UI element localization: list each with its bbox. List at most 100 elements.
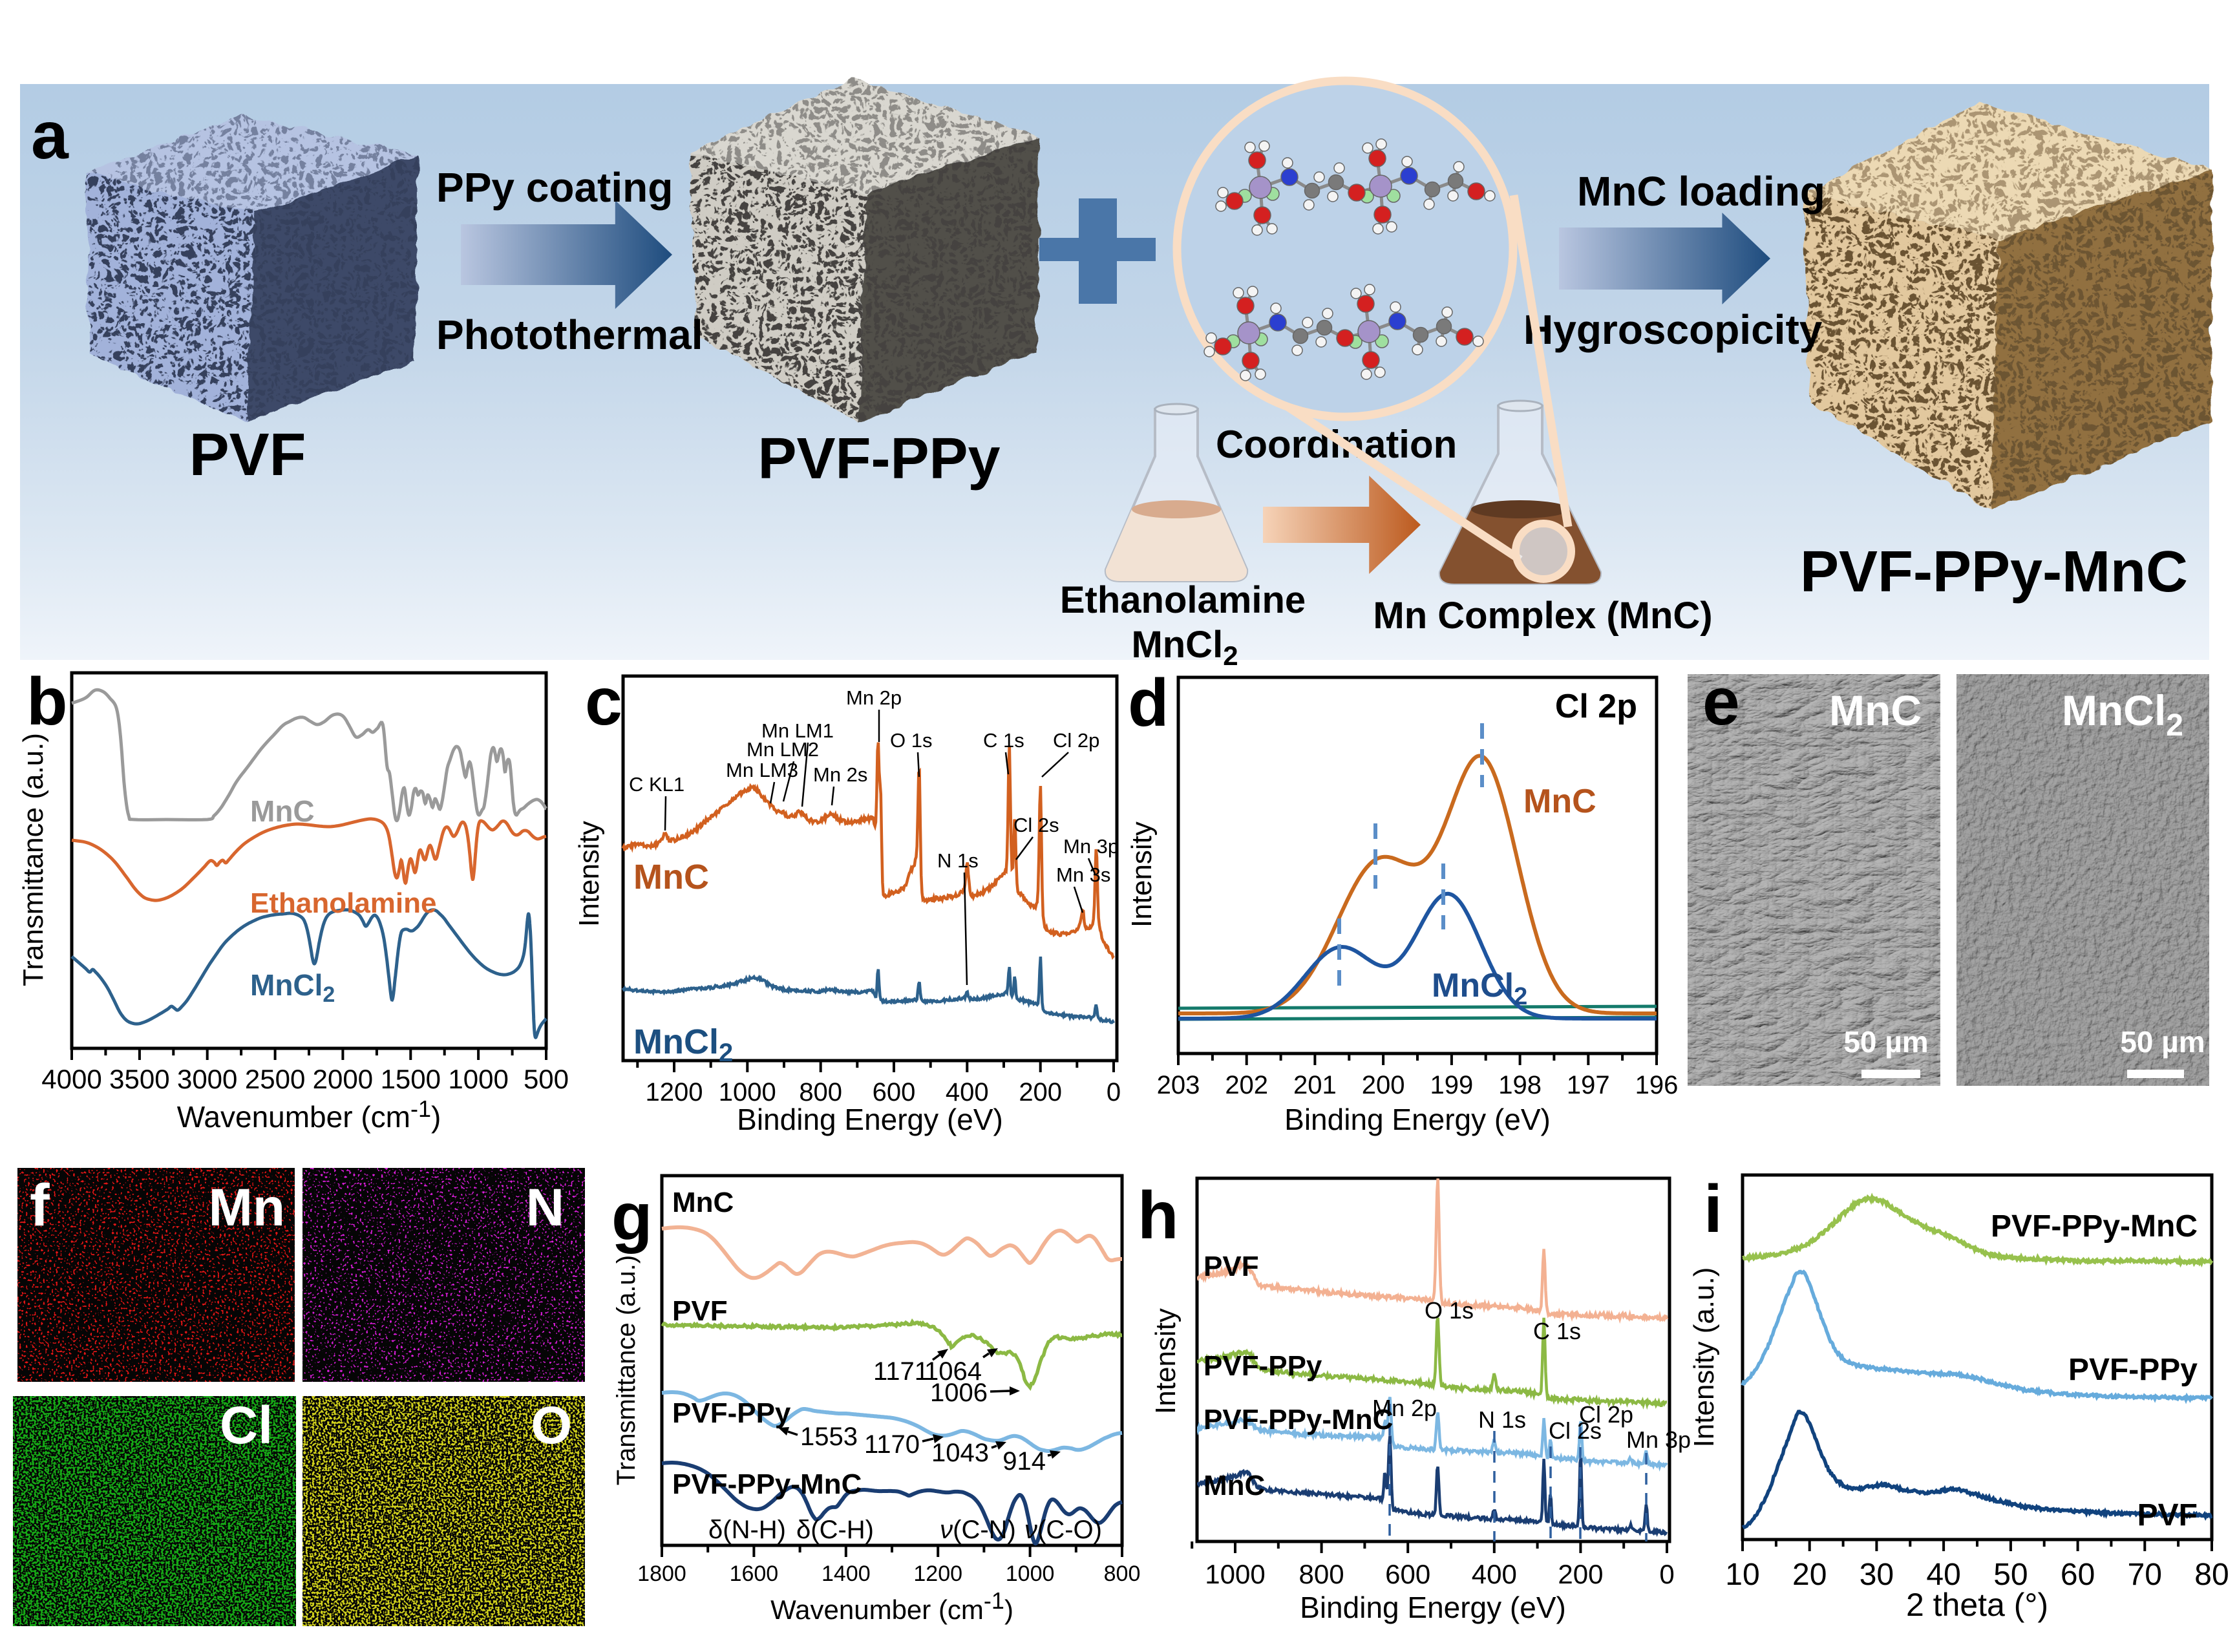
svg-text:400: 400	[946, 1078, 989, 1107]
svg-text:PVF-PPy-MnC: PVF-PPy-MnC	[1991, 1209, 2198, 1244]
svg-text:d: d	[1128, 666, 1169, 741]
svg-text:1171: 1171	[873, 1357, 929, 1386]
svg-text:Mn Complex (MnC): Mn Complex (MnC)	[1373, 595, 1712, 637]
svg-text:Intensity: Intensity	[1126, 821, 1158, 927]
svg-text:50 µm: 50 µm	[2120, 1025, 2205, 1059]
svg-text:199: 199	[1430, 1071, 1474, 1099]
svg-text:MnCl2: MnCl2	[2062, 686, 2183, 743]
svg-text:50 µm: 50 µm	[1843, 1025, 1928, 1059]
svg-text:1043: 1043	[931, 1439, 989, 1467]
svg-text:1200: 1200	[646, 1078, 703, 1107]
svg-text:MnC: MnC	[1523, 783, 1596, 820]
svg-text:1553: 1553	[800, 1423, 858, 1451]
svg-text:PVF-PPy-MnC: PVF-PPy-MnC	[1800, 540, 2188, 604]
svg-text:1800: 1800	[637, 1562, 686, 1586]
svg-text:Binding Energy (eV): Binding Energy (eV)	[1284, 1103, 1551, 1136]
svg-text:2 theta (°): 2 theta (°)	[1906, 1587, 2048, 1623]
svg-text:Cl 2s: Cl 2s	[1549, 1417, 1602, 1444]
svg-text:Mn: Mn	[209, 1178, 285, 1237]
svg-text:Ethanolamine: Ethanolamine	[1060, 579, 1306, 621]
svg-text:3500: 3500	[109, 1064, 169, 1094]
svg-text:40: 40	[1926, 1558, 1960, 1592]
svg-text:N 1s: N 1s	[1478, 1406, 1526, 1433]
svg-text:Intensity: Intensity	[1150, 1308, 1182, 1414]
svg-text:1006: 1006	[930, 1379, 988, 1407]
svg-text:O 1s: O 1s	[890, 729, 932, 752]
svg-text:Mn 3p: Mn 3p	[1063, 835, 1119, 858]
svg-text:198: 198	[1498, 1071, 1542, 1099]
svg-text:197: 197	[1567, 1071, 1610, 1099]
svg-text:Mn 2s: Mn 2s	[813, 763, 867, 786]
svg-text:f: f	[30, 1172, 50, 1238]
svg-text:MnCl2: MnCl2	[633, 1022, 733, 1067]
svg-text:PVF-PPy-MnC: PVF-PPy-MnC	[672, 1468, 862, 1500]
svg-text:Wavenumber (cm-1): Wavenumber (cm-1)	[177, 1096, 441, 1134]
svg-text:202: 202	[1225, 1071, 1268, 1099]
svg-text:PVF-PPy: PVF-PPy	[758, 427, 1000, 491]
svg-text:h: h	[1138, 1178, 1179, 1253]
svg-text:δ(N-H): δ(N-H)	[708, 1516, 786, 1544]
svg-text:800: 800	[1299, 1559, 1344, 1589]
svg-text:Photothermal: Photothermal	[436, 312, 703, 358]
svg-text:60: 60	[2061, 1558, 2095, 1592]
svg-text:PVF-PPy: PVF-PPy	[1203, 1350, 1322, 1382]
svg-text:400: 400	[1472, 1559, 1517, 1589]
svg-text:Cl 2p: Cl 2p	[1555, 688, 1637, 725]
svg-text:C KL1: C KL1	[629, 773, 684, 796]
svg-text:PVF: PVF	[2137, 1498, 2198, 1532]
svg-text:Cl 2s: Cl 2s	[1013, 814, 1059, 836]
svg-text:a: a	[31, 98, 69, 173]
svg-text:MnCl2: MnCl2	[250, 968, 335, 1007]
svg-text:PVF-PPy: PVF-PPy	[672, 1397, 791, 1429]
svg-text:c: c	[585, 664, 622, 739]
svg-text:914: 914	[1002, 1447, 1046, 1476]
svg-text:50: 50	[1993, 1558, 2028, 1592]
svg-text:MnC: MnC	[1203, 1470, 1265, 1501]
svg-text:MnC: MnC	[633, 858, 709, 896]
svg-text:30: 30	[1860, 1558, 1894, 1592]
svg-text:g: g	[611, 1180, 653, 1255]
svg-text:MnC loading: MnC loading	[1577, 168, 1825, 215]
svg-text:Mn LM3: Mn LM3	[726, 759, 798, 781]
svg-text:1400: 1400	[822, 1562, 871, 1586]
svg-text:N: N	[526, 1178, 564, 1237]
svg-text:MnC: MnC	[250, 794, 315, 828]
svg-text:196: 196	[1635, 1071, 1679, 1099]
svg-text:Wavenumber (cm-1): Wavenumber (cm-1)	[770, 1587, 1013, 1625]
svg-text:PVF: PVF	[672, 1295, 728, 1327]
svg-text:Hygroscopicity: Hygroscopicity	[1523, 306, 1823, 353]
svg-text:Cl: Cl	[220, 1396, 273, 1455]
svg-text:1500: 1500	[381, 1064, 441, 1094]
svg-text:Mn 3p: Mn 3p	[1626, 1426, 1691, 1453]
svg-text:Coordination: Coordination	[1216, 423, 1457, 466]
svg-text:PVF-PPy: PVF-PPy	[2068, 1353, 2198, 1387]
svg-text:MnCl2: MnCl2	[1131, 624, 1238, 671]
svg-text:b: b	[27, 664, 68, 739]
svg-text:1064: 1064	[924, 1357, 982, 1386]
svg-text:Mn 2p: Mn 2p	[846, 686, 902, 709]
svg-text:Binding Energy (eV): Binding Energy (eV)	[1300, 1591, 1566, 1624]
svg-text:1000: 1000	[719, 1078, 776, 1107]
svg-text:Cl 2p: Cl 2p	[1053, 729, 1099, 752]
svg-text:Mn 2p: Mn 2p	[1372, 1395, 1437, 1421]
svg-text:MnC: MnC	[1829, 686, 1922, 734]
svg-text:800: 800	[1104, 1562, 1141, 1586]
svg-text:Transmittance (a.u.): Transmittance (a.u.)	[17, 733, 49, 986]
svg-text:2500: 2500	[245, 1064, 305, 1094]
svg-text:PVF-PPy-MnC: PVF-PPy-MnC	[1203, 1404, 1393, 1435]
svg-text:600: 600	[1385, 1559, 1430, 1589]
svg-text:e: e	[1702, 664, 1740, 739]
svg-text:Cl 2p: Cl 2p	[1579, 1401, 1633, 1428]
svg-text:0: 0	[1659, 1559, 1674, 1589]
svg-text:Mn 3s: Mn 3s	[1056, 863, 1110, 886]
svg-text:C 1s: C 1s	[983, 729, 1024, 752]
svg-text:70: 70	[2128, 1558, 2162, 1592]
svg-text:1200: 1200	[913, 1562, 962, 1586]
svg-text:203: 203	[1157, 1071, 1200, 1099]
svg-text:Transmittance (a.u.): Transmittance (a.u.)	[612, 1255, 641, 1485]
svg-text:600: 600	[873, 1078, 916, 1107]
svg-text:200: 200	[1019, 1078, 1062, 1107]
svg-text:200: 200	[1362, 1071, 1405, 1099]
svg-text:O 1s: O 1s	[1425, 1297, 1474, 1324]
svg-text:PVF: PVF	[1203, 1251, 1259, 1282]
